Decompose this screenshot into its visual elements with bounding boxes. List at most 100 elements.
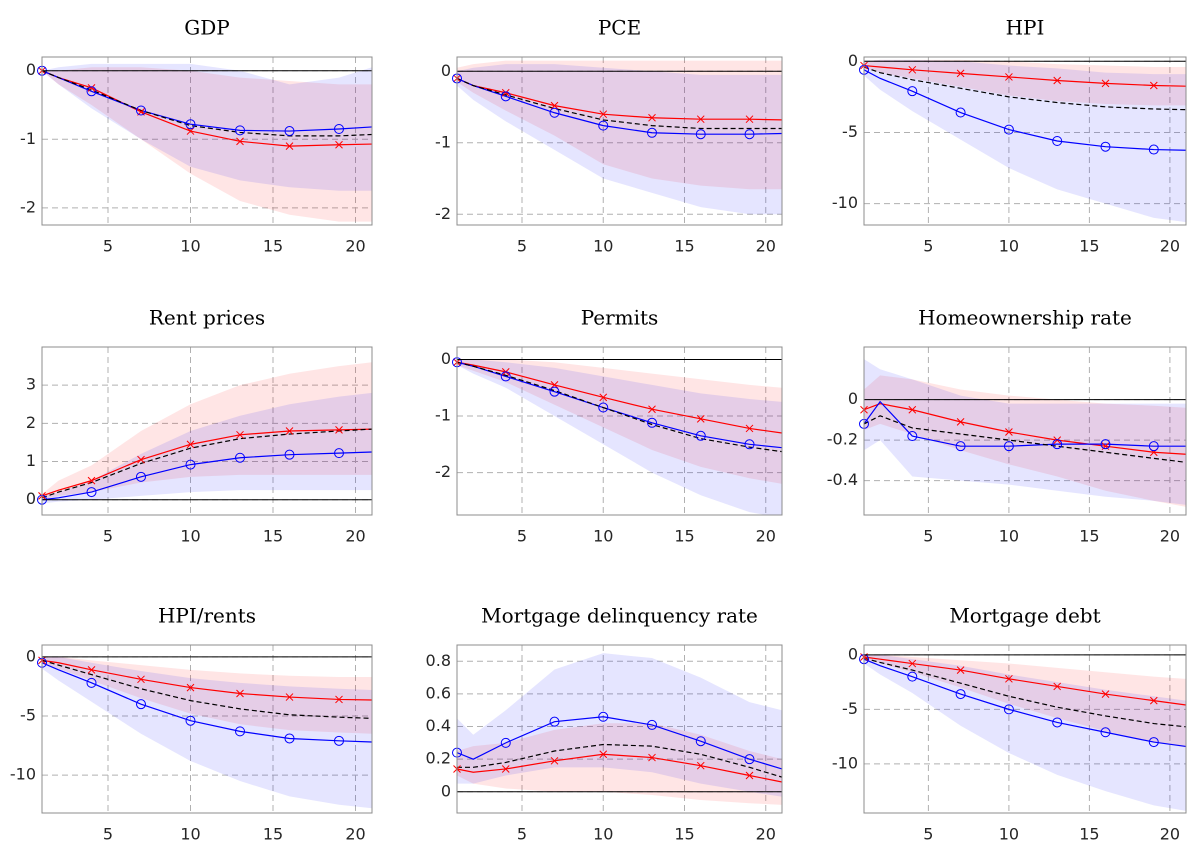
marker: [955, 689, 966, 700]
marker: [695, 129, 706, 140]
marker: [86, 487, 97, 498]
y-tick-label: 0: [848, 644, 858, 663]
y-tick-label: 0: [26, 60, 36, 79]
marker: [745, 115, 754, 124]
y-tick-label: -1: [435, 132, 451, 151]
marker: [955, 441, 966, 452]
marker: [136, 699, 146, 710]
marker: [285, 427, 294, 435]
marker: [1052, 136, 1063, 146]
marker: [696, 761, 705, 770]
x-tick-label: 5: [923, 527, 933, 546]
marker: [236, 430, 244, 439]
series-line: [457, 743, 782, 778]
x-tick-label: 20: [345, 527, 365, 546]
series-line: [42, 662, 372, 743]
y-tick-label: -2: [435, 204, 451, 223]
series-line: [864, 66, 1186, 111]
series-line: [457, 77, 782, 135]
marker: [235, 452, 245, 463]
marker: [908, 65, 917, 74]
marker: [284, 126, 295, 137]
plot-area: [864, 359, 1186, 507]
plot-area: [864, 59, 1186, 223]
x-tick-label: 5: [517, 237, 527, 256]
marker: [186, 440, 195, 449]
series-line: [864, 657, 1186, 728]
x-tick-label: 5: [103, 527, 113, 546]
band: [864, 59, 1186, 106]
plot-area: [457, 653, 782, 805]
band: [42, 656, 372, 809]
x-tick-label: 20: [1160, 527, 1180, 546]
x-tick-label: 10: [999, 527, 1019, 546]
chart-title: PCE: [598, 16, 641, 40]
x-tick-label: 5: [923, 825, 933, 844]
marker: [907, 671, 918, 682]
marker: [907, 431, 918, 442]
x-tick-label: 20: [1160, 237, 1180, 256]
chart-title: GDP: [184, 16, 229, 40]
marker: [334, 735, 344, 746]
marker: [696, 115, 705, 124]
x-tick-label: 10: [999, 237, 1019, 256]
marker: [235, 726, 245, 737]
panel: Mortgage debt -10 -5 0 5 10 15 20: [832, 604, 1187, 844]
y-tick-label: -1: [20, 129, 36, 148]
panel: PCE -2 -1 0 5 10 15 20: [435, 16, 783, 256]
marker: [87, 476, 96, 485]
marker: [235, 125, 245, 136]
marker: [137, 675, 145, 684]
band: [864, 654, 1186, 748]
marker: [284, 449, 295, 460]
x-tick-label: 10: [593, 527, 613, 546]
series-line: [42, 451, 372, 501]
x-tick-label: 10: [593, 237, 613, 256]
x-tick-label: 20: [345, 825, 365, 844]
x-tick-label: 20: [756, 237, 776, 256]
y-tick-label: 0.2: [426, 749, 451, 768]
marker: [86, 677, 97, 688]
y-tick-label: -2: [435, 462, 451, 481]
series-line: [42, 659, 372, 719]
marker: [647, 127, 657, 138]
marker: [500, 737, 511, 748]
x-tick-label: 5: [103, 825, 113, 844]
y-tick-label: -5: [842, 699, 858, 718]
plot-area: [42, 63, 372, 222]
series-line: [42, 70, 372, 132]
plot-frame: [863, 346, 1187, 516]
x-tick-label: 10: [593, 825, 613, 844]
marker: [599, 110, 608, 119]
marker: [1003, 124, 1014, 135]
marker: [285, 142, 294, 150]
series-line: [42, 428, 372, 499]
band: [457, 653, 782, 797]
marker: [647, 719, 657, 730]
x-tick-label: 10: [180, 825, 200, 844]
plot-frame: [456, 644, 783, 814]
marker: [908, 405, 917, 414]
y-tick-label: -10: [832, 753, 858, 772]
marker: [501, 88, 510, 97]
marker: [599, 750, 608, 759]
marker: [1100, 727, 1111, 738]
plot-area: [457, 359, 782, 515]
marker: [236, 689, 244, 698]
panel: Rent prices 0 1 2 3 5 10 15 20: [26, 306, 373, 546]
series-line: [457, 361, 782, 453]
marker: [1148, 441, 1159, 452]
marker: [550, 101, 559, 110]
marker: [956, 666, 965, 674]
x-tick-label: 15: [263, 825, 283, 844]
band: [42, 63, 372, 191]
plot-frame: [456, 346, 783, 516]
panel: Permits -2 -1 0 5 10 15 20: [435, 306, 783, 546]
marker: [500, 91, 511, 102]
y-tick-label: 2: [26, 413, 36, 432]
marker: [136, 471, 146, 482]
x-tick-label: 15: [263, 527, 283, 546]
marker: [696, 414, 705, 423]
marker: [648, 113, 656, 122]
marker: [744, 129, 755, 140]
